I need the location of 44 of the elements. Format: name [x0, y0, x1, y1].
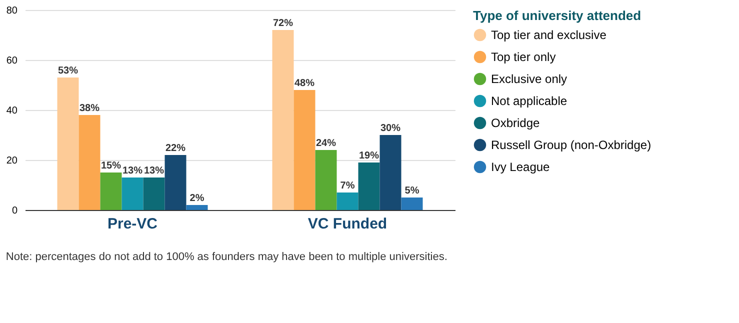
y-tick-label: 20: [6, 156, 18, 166]
y-tick-label: 0: [12, 206, 18, 216]
bar: [78, 115, 100, 210]
data-label: 48%: [294, 78, 315, 89]
y-tick-label: 40: [6, 106, 18, 116]
legend-label: Top tier and exclusive: [491, 28, 607, 42]
bar: [272, 30, 294, 210]
bar: [380, 135, 402, 210]
data-label: 30%: [380, 123, 401, 134]
data-label: 13%: [122, 166, 143, 176]
bar: [358, 162, 380, 210]
legend-label: Exclusive only: [491, 72, 568, 86]
data-label: 13%: [144, 166, 164, 176]
y-tick-label: 80: [6, 6, 18, 16]
legend-title: Type of university attended: [473, 8, 642, 23]
bar: [336, 192, 358, 210]
bar: [100, 172, 122, 210]
data-label: 38%: [79, 103, 100, 114]
data-label: 19%: [358, 150, 380, 162]
x-tick-label: VC Funded: [308, 216, 388, 232]
bar: [401, 198, 423, 210]
legend-label: Top tier only: [491, 50, 556, 64]
legend-label: Ivy League: [491, 160, 550, 174]
data-label: 7%: [340, 180, 355, 192]
data-label: 53%: [58, 66, 78, 76]
bar: [294, 90, 316, 210]
text: Note: percentages do not add to 100% as founders may have been to multiple universities.: [6, 251, 448, 263]
data-label: 5%: [404, 186, 420, 196]
data-label: 24%: [316, 138, 336, 149]
y-tick-label: 60: [6, 56, 18, 66]
legend-label: Russell Group (non-Oxbridge): [491, 138, 652, 152]
bar: [164, 155, 186, 210]
data-label: 2%: [190, 193, 204, 204]
legend-label: Not applicable: [491, 94, 568, 108]
bar: [57, 78, 79, 210]
bar: [186, 205, 208, 210]
bar: [122, 178, 144, 210]
data-label: 15%: [100, 160, 122, 172]
x-tick-label: Pre-VC: [107, 216, 158, 232]
bar: [315, 150, 337, 210]
legend-label: Oxbridge: [491, 116, 540, 130]
data-label: 72%: [272, 18, 294, 29]
bar: [143, 178, 165, 210]
data-label: 22%: [165, 143, 186, 154]
